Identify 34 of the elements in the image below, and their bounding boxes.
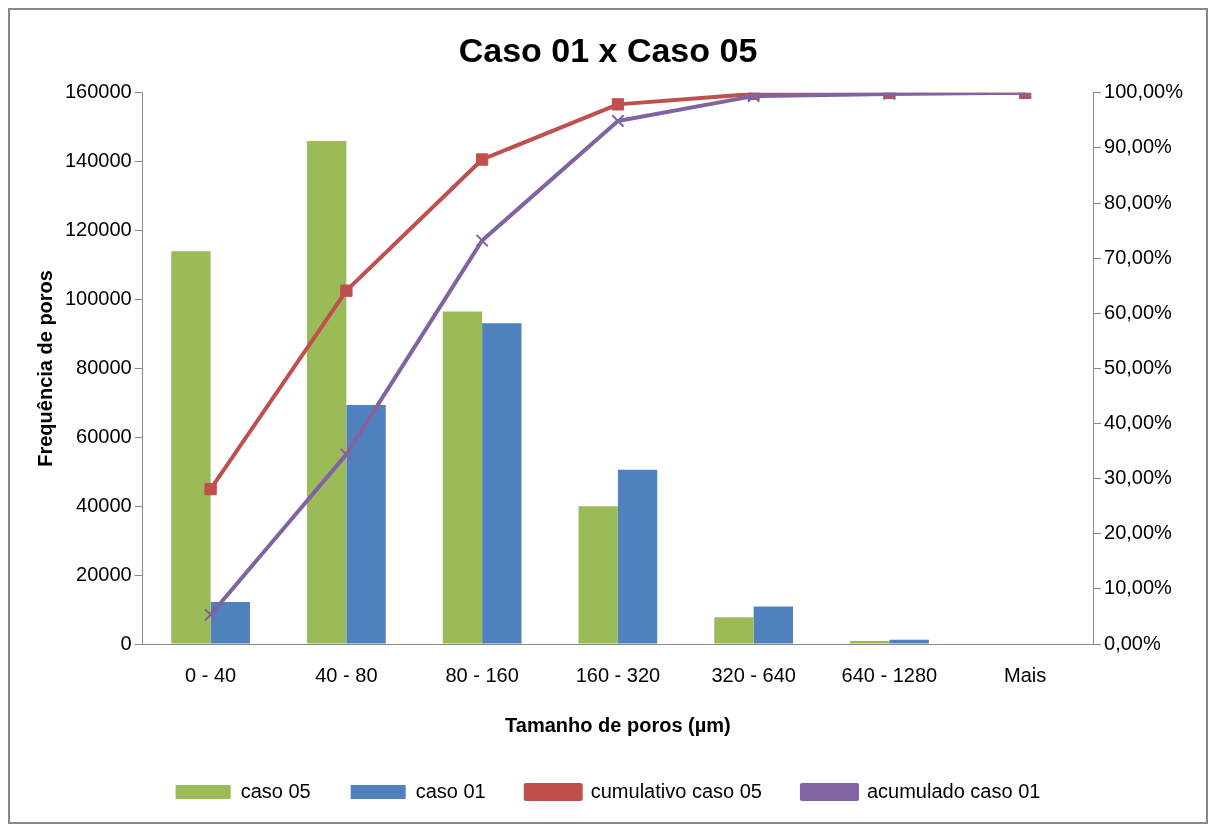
y-tick-label: 20000 xyxy=(76,562,132,585)
x-tick-label: 640 - 1280 xyxy=(841,663,938,686)
y2-tick-label: 40,00% xyxy=(1104,411,1173,434)
legend-label: caso 01 xyxy=(415,779,486,802)
y-tick-label: 140000 xyxy=(64,149,132,172)
y2-tick-label: 100,00% xyxy=(1104,80,1184,103)
chart-title: Caso 01 x Caso 05 xyxy=(458,30,758,69)
y-tick-label: 100000 xyxy=(64,287,132,310)
y2-tick-label: 70,00% xyxy=(1104,245,1173,268)
x-tick-label: 40 - 80 xyxy=(315,663,378,686)
x-axis-title: Tamanho de poros (µm) xyxy=(505,713,731,736)
legend-label: cumulativo caso 05 xyxy=(590,779,762,802)
y2-tick-label: 10,00% xyxy=(1104,576,1173,599)
x-tick-label: 80 - 160 xyxy=(445,663,519,686)
y-axis-title: Frequência de poros xyxy=(33,270,56,467)
y2-tick-label: 0,00% xyxy=(1104,631,1161,654)
y2-tick-label: 20,00% xyxy=(1104,521,1173,544)
x-tick-label: 0 - 40 xyxy=(185,663,237,686)
y2-tick-label: 80,00% xyxy=(1104,190,1173,213)
y-tick-label: 120000 xyxy=(64,218,132,241)
x-tick-label: 320 - 640 xyxy=(711,663,796,686)
y-tick-label: 80000 xyxy=(76,355,132,378)
x-tick-label: 160 - 320 xyxy=(575,663,661,686)
y2-tick-label: 60,00% xyxy=(1104,300,1173,323)
y-tick-label: 40000 xyxy=(76,493,132,516)
x-tick-label: Mais xyxy=(1004,663,1047,686)
y2-tick-label: 50,00% xyxy=(1104,355,1173,378)
y2-tick-label: 90,00% xyxy=(1104,135,1173,158)
y-tick-label: 160000 xyxy=(64,80,132,103)
legend-label: caso 05 xyxy=(240,779,311,802)
legend-label: acumulado caso 01 xyxy=(866,779,1041,802)
y-tick-label: 0 xyxy=(120,631,132,654)
y2-tick-label: 30,00% xyxy=(1104,466,1173,489)
y-tick-label: 60000 xyxy=(76,424,132,447)
